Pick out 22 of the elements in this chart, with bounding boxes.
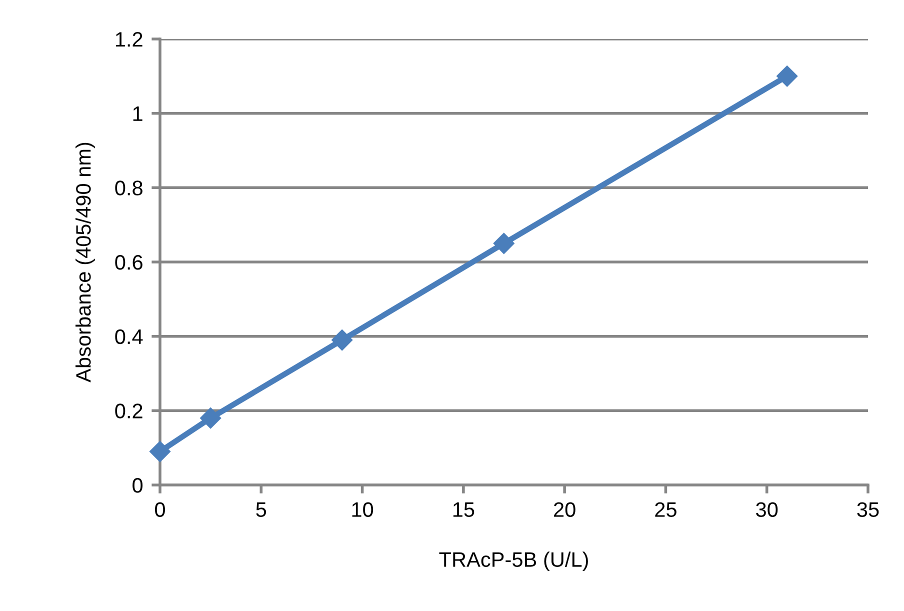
x-tick-label: 10 <box>352 502 374 517</box>
point <box>493 232 514 254</box>
y-tick-label: 1.2 <box>116 32 142 47</box>
point <box>332 330 353 351</box>
y-tick-label: 0.8 <box>115 180 142 196</box>
x-tick-label: 30 <box>756 502 778 517</box>
x-axis-title: TRAcP-5B (U/L) <box>439 552 588 572</box>
y-tick-label: 0 <box>132 478 143 493</box>
y-tick-label: 0.6 <box>115 255 142 270</box>
point <box>200 408 222 429</box>
x-tick-label: 0 <box>155 502 165 517</box>
x-tick-label: 25 <box>655 502 676 517</box>
x-tick-label: 15 <box>453 502 474 517</box>
x-tick-label: 20 <box>554 502 576 517</box>
y-tick-label: 0.4 <box>115 329 143 344</box>
y-tick-label: 1 <box>133 106 142 121</box>
y-axis-title: Absorbance (405/490 nm) <box>76 142 95 382</box>
y-tick-label: 0.2 <box>115 404 142 418</box>
point <box>149 441 171 462</box>
x-tick-label: 35 <box>857 502 879 517</box>
x-tick-label: 5 <box>256 502 266 517</box>
point <box>776 66 798 87</box>
